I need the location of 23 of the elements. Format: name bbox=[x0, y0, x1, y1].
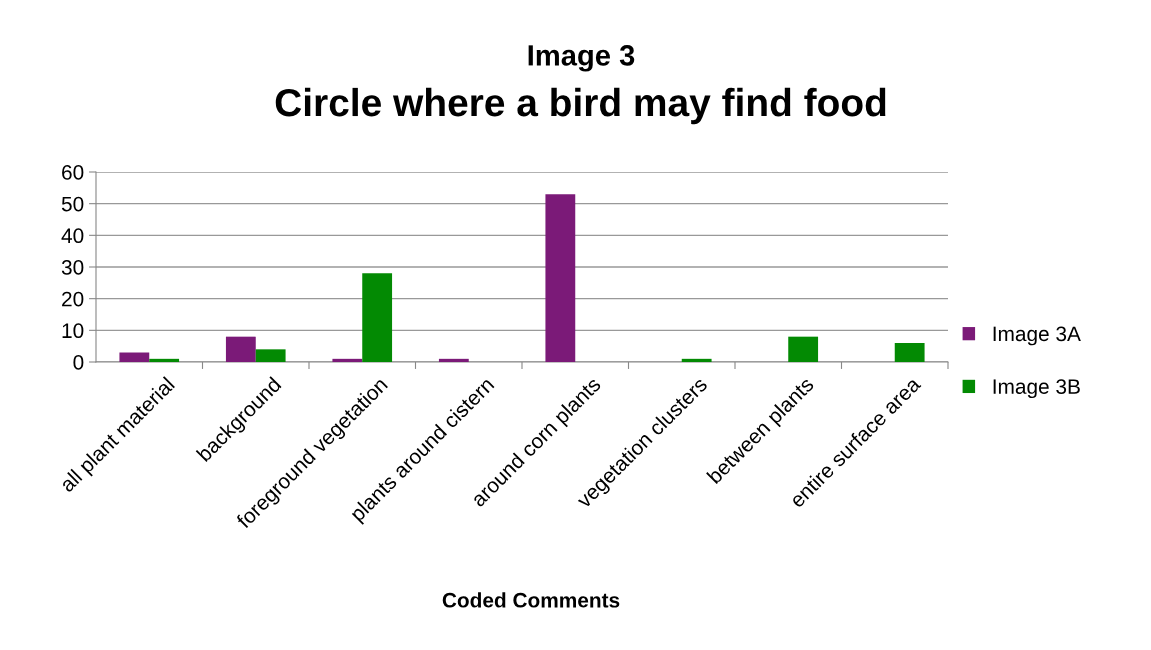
bar bbox=[362, 273, 393, 362]
bar bbox=[545, 194, 576, 362]
bar bbox=[681, 358, 712, 362]
bar bbox=[255, 349, 286, 362]
legend-label: Image 3B bbox=[993, 379, 1080, 399]
bar bbox=[119, 352, 150, 362]
y-tick-label: 30 bbox=[61, 260, 84, 275]
legend-label: Image 3A bbox=[993, 326, 1081, 346]
y-tick-label: 60 bbox=[62, 165, 84, 180]
bar bbox=[438, 358, 469, 362]
y-tick-label: 50 bbox=[61, 196, 84, 212]
x-axis-title: Coded Comments bbox=[442, 592, 620, 608]
y-tick-label: 40 bbox=[61, 228, 84, 244]
bar bbox=[788, 336, 819, 362]
bar bbox=[149, 358, 180, 362]
y-tick-label: 10 bbox=[62, 323, 84, 339]
y-tick-label: 0 bbox=[73, 355, 84, 370]
bar bbox=[225, 336, 256, 362]
chart-title: Image 3 bbox=[528, 45, 635, 72]
chart-subtitle: Circle where a bird may find food bbox=[275, 87, 886, 125]
bar bbox=[332, 358, 363, 362]
bar bbox=[894, 343, 925, 362]
y-tick-label: 20 bbox=[62, 291, 84, 307]
